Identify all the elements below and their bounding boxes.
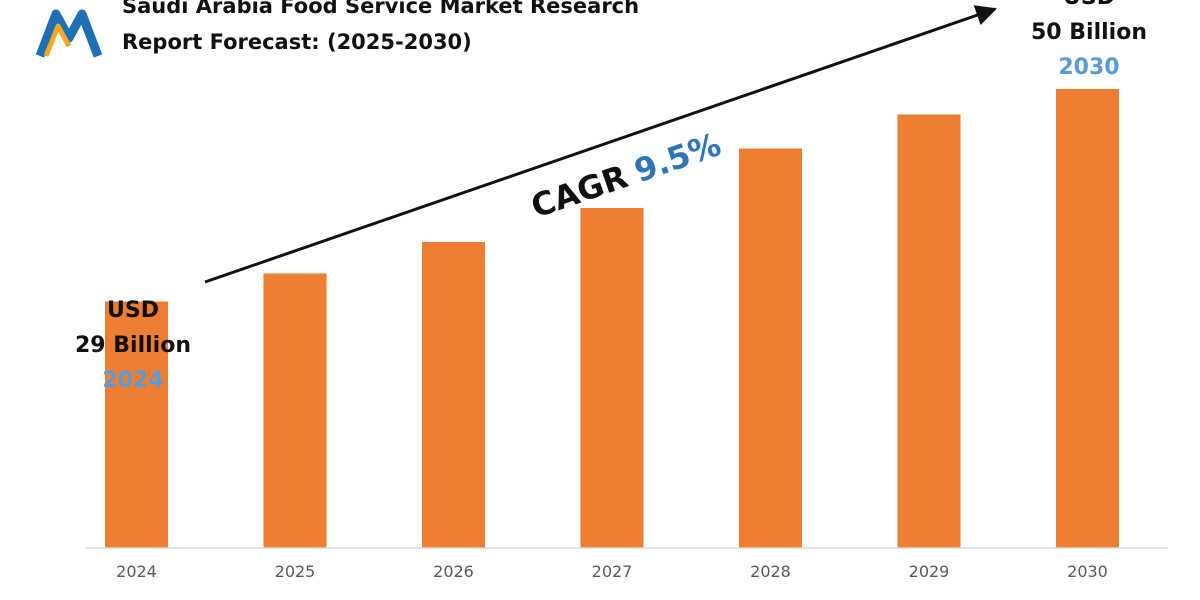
end-value-currency: USD bbox=[1063, 0, 1115, 10]
x-tick-label-2028: 2028 bbox=[750, 562, 791, 581]
chart-title-line-2: Report Forecast: (2025-2030) bbox=[122, 30, 472, 54]
bar-2029 bbox=[897, 114, 961, 548]
bar-2030 bbox=[1056, 89, 1119, 548]
end-value-amount: 50 Billion bbox=[1031, 20, 1147, 45]
x-tick-label-2029: 2029 bbox=[909, 562, 950, 581]
cagr-trend-arrow bbox=[204, 5, 997, 284]
bar-2028 bbox=[739, 148, 802, 548]
start-value-currency: USD bbox=[107, 298, 159, 323]
company-logo-icon bbox=[35, 9, 103, 58]
x-tick-label-2025: 2025 bbox=[275, 562, 316, 581]
chart-title-line-1: Saudi Arabia Food Service Market Researc… bbox=[122, 0, 640, 18]
x-tick-label-2027: 2027 bbox=[592, 562, 633, 581]
bar-2024 bbox=[105, 301, 168, 548]
cagr-value: 9.5% bbox=[629, 125, 725, 190]
bar-2027 bbox=[580, 208, 644, 548]
end-value-year: 2030 bbox=[1058, 55, 1119, 80]
start-value-year: 2024 bbox=[102, 368, 163, 393]
bar-2026 bbox=[422, 242, 485, 548]
x-tick-label-2030: 2030 bbox=[1067, 562, 1108, 581]
start-value-amount: 29 Billion bbox=[75, 333, 191, 358]
bar-2025 bbox=[263, 273, 327, 548]
x-tick-label-2024: 2024 bbox=[116, 562, 157, 581]
x-tick-label-2026: 2026 bbox=[433, 562, 474, 581]
